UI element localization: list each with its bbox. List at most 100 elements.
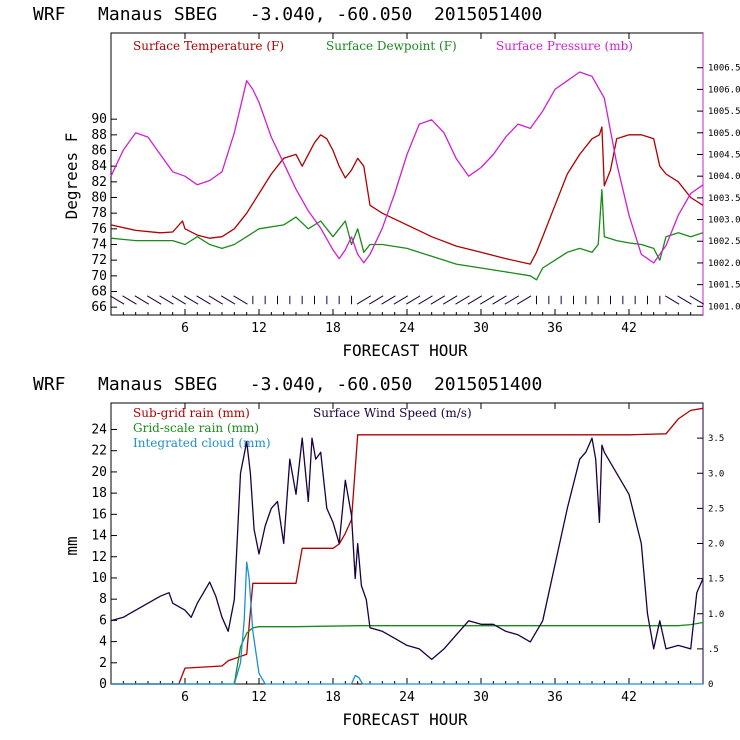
panel1-ytick-label: 80 — [91, 191, 107, 206]
wind-barb — [368, 295, 384, 305]
panel2-ytick-label: 20 — [91, 465, 107, 480]
precipitation-wind-panel: WRF Manaus SBEG -3.040, -60.050 20150514… — [33, 374, 724, 729]
panel2-y2tick-label: 2.5 — [708, 504, 724, 514]
wind-barb — [134, 295, 150, 305]
panel1-y2tick-label: 1003.0 — [708, 216, 740, 226]
panel1-ytick-label: 70 — [91, 269, 107, 284]
panel2-ytick-label: 8 — [99, 592, 107, 607]
wind-barb — [122, 295, 137, 305]
panel2-xlabel: FORECAST HOUR — [342, 710, 468, 729]
wind-barb — [220, 295, 236, 305]
wind-barb — [159, 295, 174, 305]
panel1-ytick-label: 90 — [91, 112, 107, 127]
legend-pressure: Surface Pressure (mb) — [496, 39, 633, 53]
panel1-series-line-2 — [110, 71, 704, 264]
panel2-ytick-label: 14 — [91, 529, 107, 544]
panel1-y2tick-label: 1002.5 — [708, 237, 740, 247]
panel2-xtick-label: 42 — [621, 690, 637, 705]
panel2-ytick-label: 4 — [99, 635, 107, 650]
legend-temperature: Surface Temperature (F) — [133, 39, 284, 53]
wind-barb — [233, 295, 248, 305]
legend-subgrid-rain: Sub-grid rain (mm) — [133, 406, 250, 420]
panel2-ytick-label: 18 — [91, 486, 107, 501]
panel1-ytick-label: 84 — [91, 159, 107, 174]
panel1-plot-frame — [110, 32, 704, 316]
wind-barb — [183, 295, 199, 305]
panel1-series-line-0 — [110, 126, 704, 265]
panel1-y2tick-label: 1006.5 — [708, 64, 740, 74]
panel2-series-line-2 — [111, 561, 703, 685]
panel1-xtick-label: 42 — [621, 321, 637, 336]
panel1-ytick-label: 68 — [91, 285, 107, 300]
panel1-xtick-label: 36 — [547, 321, 563, 336]
legend-gridscale-rain: Grid-scale rain (mm) — [133, 421, 259, 435]
panel2-xtick-label: 18 — [325, 690, 341, 705]
wind-barb — [516, 295, 532, 305]
panel1-xtick-label: 6 — [181, 321, 189, 336]
panel1-y2tick-label: 1004.0 — [708, 172, 740, 182]
panel1-xtick-label: 24 — [399, 321, 415, 336]
panel2-ytick-label: 16 — [91, 507, 107, 522]
panel1-title: WRF Manaus SBEG -3.040, -60.050 20150514… — [33, 4, 542, 25]
panel1-xtick-label: 18 — [325, 321, 341, 336]
panel2-xtick-label: 12 — [251, 690, 267, 705]
wind-barb — [479, 295, 495, 305]
panel2-y2tick-label: 2.0 — [708, 540, 724, 550]
panel2-ytick-label: 12 — [91, 550, 107, 565]
wind-barb — [689, 295, 705, 305]
panel2-y2tick-label: 3.5 — [708, 434, 724, 444]
panel2-xtick-label: 6 — [181, 690, 189, 705]
panel2-series-line-0 — [111, 407, 704, 685]
panel2-ytick-label: 10 — [91, 571, 107, 586]
panel2-ytick-label: 6 — [99, 613, 107, 628]
panel1-y2tick-label: 1003.5 — [708, 194, 740, 204]
wind-barb — [393, 295, 409, 305]
panel2-series-line-1 — [111, 621, 704, 685]
panel1-y2tick-label: 1001.0 — [708, 302, 740, 312]
panel2-ytick-label: 0 — [99, 677, 107, 692]
wind-barb — [146, 295, 162, 305]
panel1-series-line-1 — [110, 189, 704, 281]
panel2-xtick-label: 36 — [547, 690, 563, 705]
wind-barb — [171, 295, 187, 305]
panel1-y2tick-label: 1005.5 — [708, 107, 740, 117]
panel1-ytick-label: 72 — [91, 253, 107, 268]
wind-barb — [430, 295, 446, 305]
wind-barb — [381, 295, 396, 305]
wind-barb — [405, 295, 421, 305]
wind-barb — [492, 295, 507, 305]
legend-dewpoint: Surface Dewpoint (F) — [326, 39, 457, 53]
panel2-y2tick-label: 1.0 — [708, 610, 724, 620]
wind-barb — [467, 295, 483, 305]
panel2-ytick-label: 2 — [99, 656, 107, 671]
wind-barb — [196, 295, 211, 305]
panel1-y2tick-label: 1002.0 — [708, 259, 740, 269]
panel2-ylabel: mm — [62, 536, 81, 555]
wind-barb — [208, 295, 224, 305]
panel1-y2tick-label: 1005.0 — [708, 129, 740, 139]
panel2-ytick-label: 22 — [91, 444, 107, 459]
panel2-y2tick-label: .5 — [708, 645, 719, 655]
wind-barb — [442, 295, 458, 305]
legend-integrated-cloud: Integrated cloud (mm) — [133, 436, 271, 450]
wind-barb — [504, 295, 520, 305]
panel1-xtick-label: 12 — [251, 321, 267, 336]
panel2-ytick-label: 24 — [91, 423, 107, 438]
wind-barb — [677, 295, 692, 305]
wind-barb — [664, 295, 680, 305]
panel1-y2tick-label: 1004.5 — [708, 150, 740, 160]
panel1-xtick-label: 30 — [473, 321, 489, 336]
panel1-ylabel: Degrees F — [62, 133, 81, 220]
wind-barb — [418, 295, 433, 305]
panel2-title: WRF Manaus SBEG -3.040, -60.050 20150514… — [33, 374, 542, 395]
legend-wind-speed: Surface Wind Speed (m/s) — [313, 406, 472, 420]
panel1-xlabel: FORECAST HOUR — [342, 341, 468, 360]
wind-barb — [455, 295, 470, 305]
temperature-pressure-panel: WRF Manaus SBEG -3.040, -60.050 20150514… — [33, 4, 740, 360]
panel2-xtick-label: 30 — [473, 690, 489, 705]
panel1-y2tick-label: 1006.0 — [708, 85, 740, 95]
panel1-ytick-label: 76 — [91, 222, 107, 237]
panel2-y2tick-label: 3.0 — [708, 469, 724, 479]
panel2-y2tick-label: 1.5 — [708, 575, 724, 585]
